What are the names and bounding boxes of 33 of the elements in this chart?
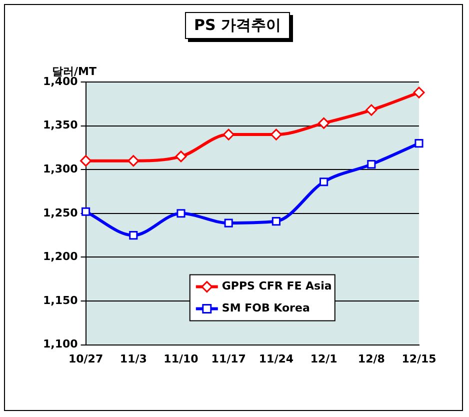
point [176,209,186,218]
point [129,231,138,240]
point [224,218,233,228]
y-tick-label: 1,150 [42,294,78,307]
point [367,160,376,169]
y-tick-label: 1,200 [42,250,78,264]
point [320,178,328,186]
chart-title: PS 가격추이 [185,12,290,39]
point [222,128,234,140]
legend-label: SM FOB Korea [222,302,310,315]
point [318,117,330,129]
point [413,86,425,98]
point [414,139,424,148]
point [128,155,140,167]
point [80,155,92,167]
x-tick-label: 11/24 [258,352,294,366]
point [272,217,280,226]
x-tick-label: 12/8 [358,352,385,366]
x-tick-label: 12/1 [310,352,338,366]
point [270,128,282,140]
x-tick-label: 12/15 [402,352,436,366]
y-tick-label: 1,350 [42,118,78,132]
x-tick-label: 11/3 [120,352,147,366]
y-tick-label: 1,250 [42,206,78,220]
y-axis-title: 달러/MT [52,64,96,78]
point [175,150,187,162]
point [366,104,378,116]
legend-label: GPPS CFR FE Asia [222,280,332,293]
y-tick-label: 1,300 [42,162,78,176]
x-tick-label: 11/17 [211,352,246,366]
x-tick-label: 10/27 [68,352,104,366]
x-tick-label: 11/10 [164,352,199,366]
y-tick-label: 1,100 [42,338,78,351]
